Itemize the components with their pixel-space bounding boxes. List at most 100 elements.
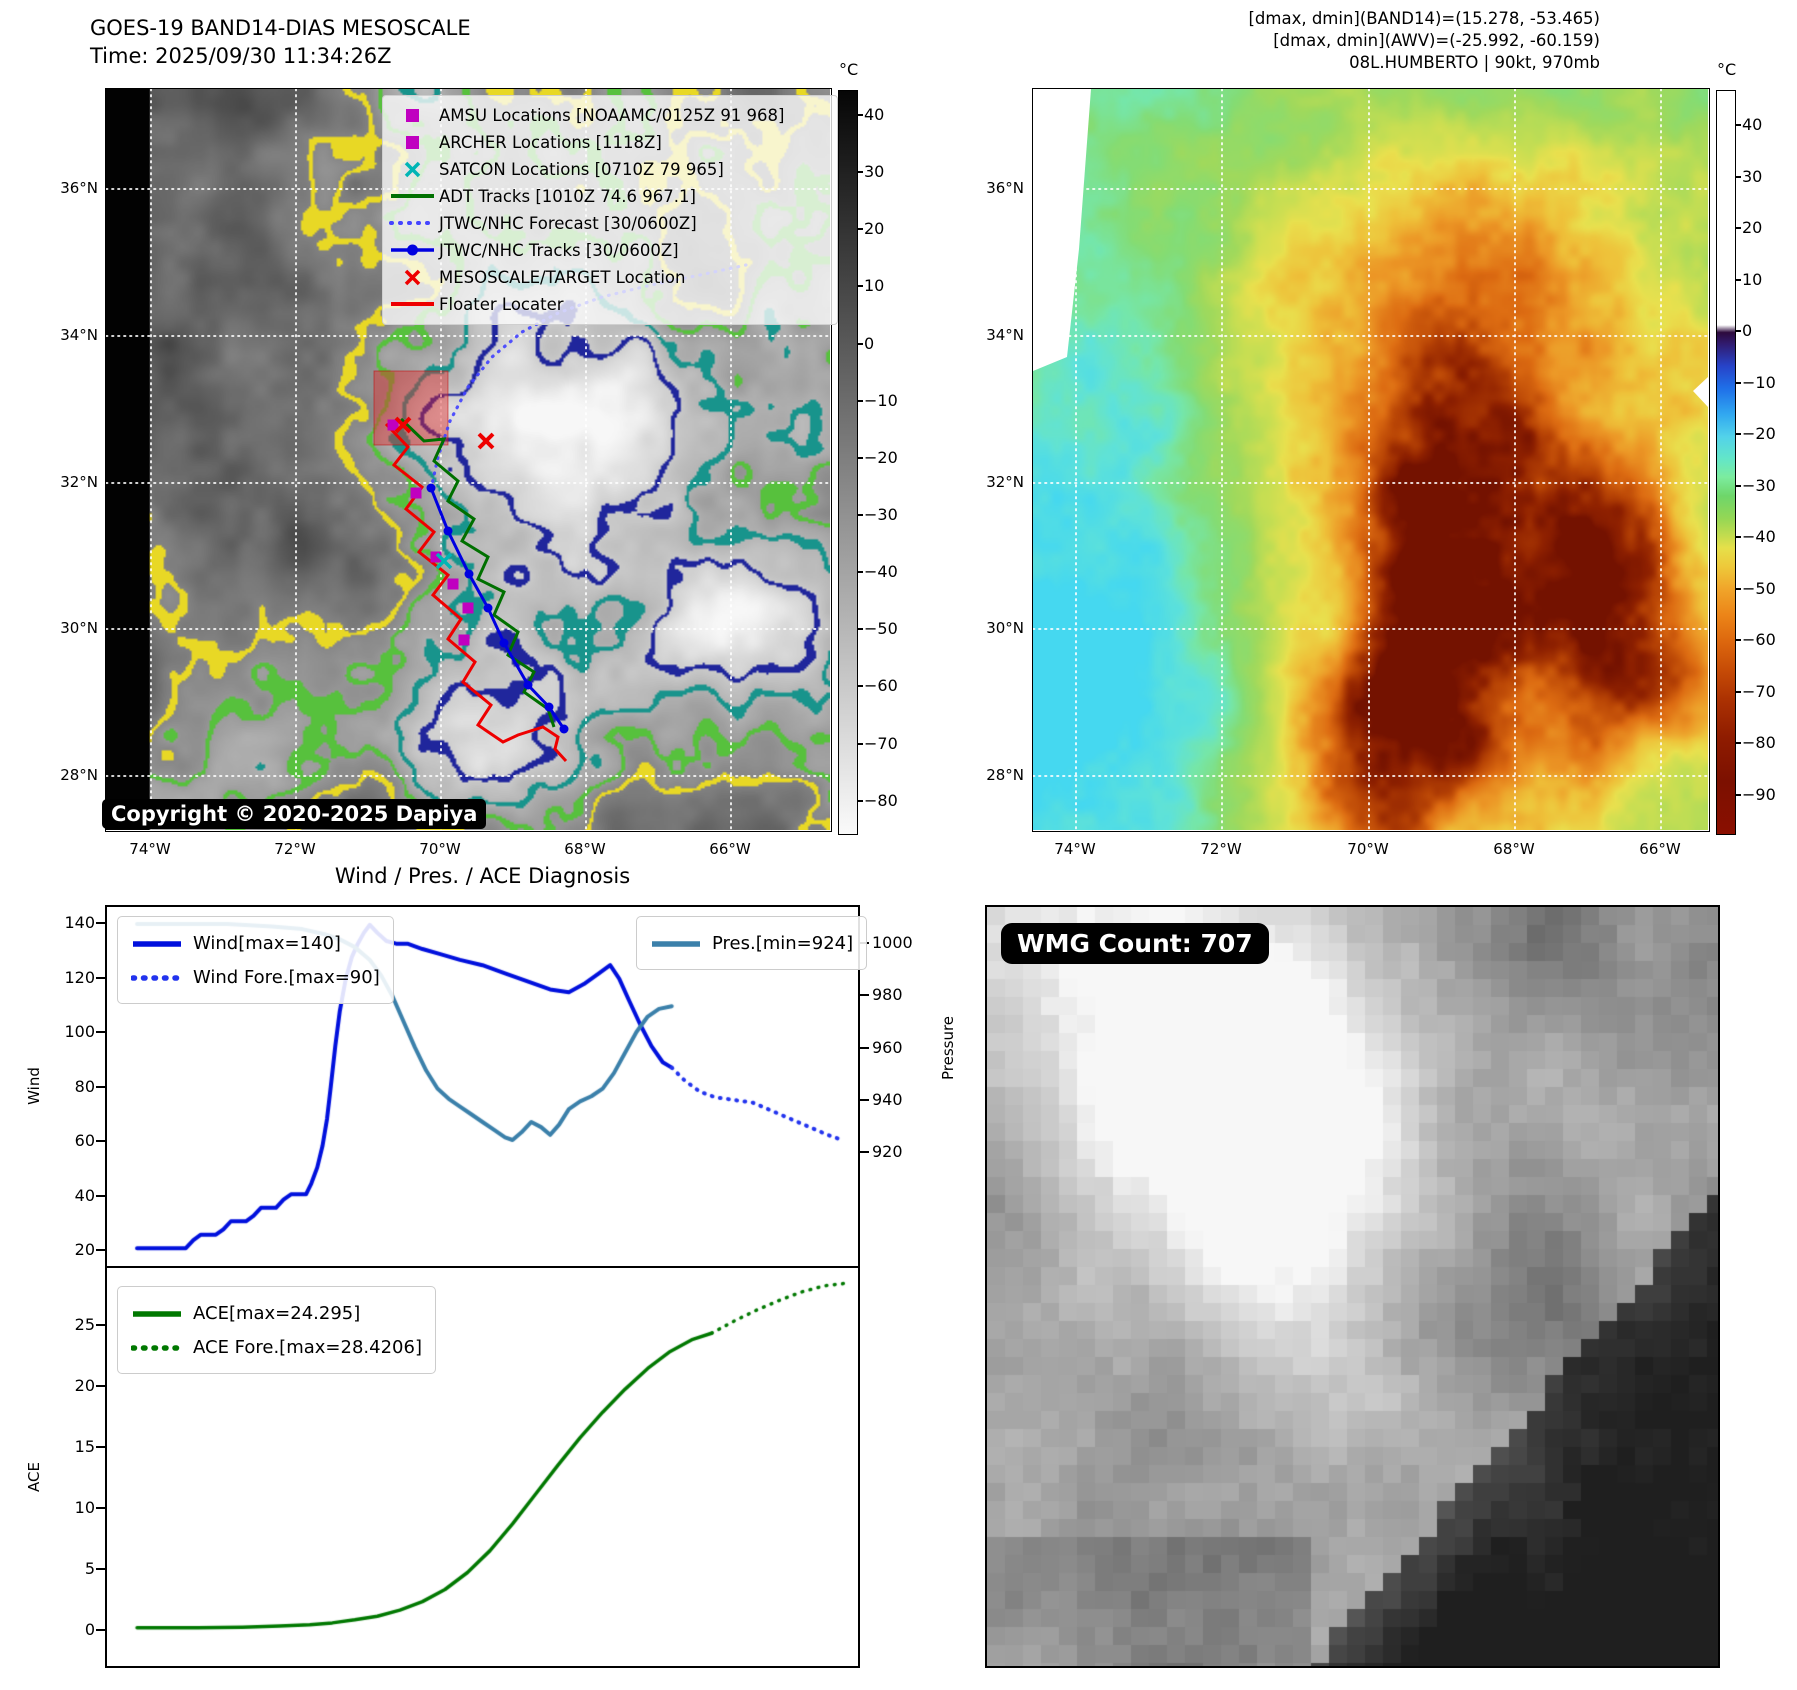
tick-mark xyxy=(860,1151,869,1154)
awv-lon-tick-label: 66°W xyxy=(1639,840,1681,858)
awv-lon-tick-label: 68°W xyxy=(1493,840,1535,858)
dotted-line-swatch-icon xyxy=(130,1338,184,1357)
awv-info-block: [dmax, dmin](BAND14)=(15.278, -53.465) [… xyxy=(980,8,1600,74)
band14-lat-tick-label: 28°N xyxy=(60,766,98,784)
awv-colorbar-tick-label: −20 xyxy=(1742,424,1776,443)
diagnosis-title: Wind / Pres. / ACE Diagnosis xyxy=(334,864,631,888)
awv-lat-tick-label: 36°N xyxy=(986,179,1024,197)
x-marker-icon xyxy=(385,160,439,179)
awv-colorbar-tick-label: −80 xyxy=(1742,733,1776,752)
awv-lon-tick-label: 74°W xyxy=(1054,840,1096,858)
wind-legend: Wind[max=140] Wind Fore.[max=90] xyxy=(117,916,394,1004)
map-legend-item: AMSU Locations [NOAAMC/0125Z 91 968] xyxy=(385,102,831,129)
tick-mark xyxy=(96,1140,105,1143)
band14-lat-tick-label: 32°N xyxy=(60,473,98,491)
tick-mark xyxy=(1736,484,1741,487)
band14-lon-tick-label: 72°W xyxy=(274,840,316,858)
awv-map-canvas xyxy=(1033,89,1708,830)
map-legend-item: MESOSCALE/TARGET Location xyxy=(385,264,831,291)
map-legend-label: SATCON Locations [0710Z 79 965] xyxy=(439,160,724,179)
awv-colorbar-tick-label: 10 xyxy=(1742,269,1763,289)
tick-mark xyxy=(858,342,863,345)
pressure-y-tick-label: 1000 xyxy=(872,933,913,952)
awv-lat-tick-label: 30°N xyxy=(986,619,1024,637)
line-marker-icon xyxy=(385,295,439,314)
pressure-y-tick-label: 940 xyxy=(872,1089,903,1109)
band14-lon-tick-label: 66°W xyxy=(709,840,751,858)
band14-colorbar-unit: °C xyxy=(839,60,859,79)
band14-colorbar-tick-label: 10 xyxy=(864,276,885,296)
wind-y-tick-label: 80 xyxy=(74,1076,95,1096)
tick-mark xyxy=(1736,742,1741,744)
band14-colorbar-tick-label: 0 xyxy=(864,333,875,353)
map-legend-item: Floater Locater xyxy=(385,291,831,318)
square-marker-icon xyxy=(385,133,439,152)
chart-legend-label: Pres.[min=924] xyxy=(712,932,854,954)
band14-colorbar-tick-label: −30 xyxy=(864,504,898,524)
awv-lat-tick-label: 28°N xyxy=(986,766,1024,784)
wmg-panel: WMG Count: 707 xyxy=(985,905,1720,1668)
tick-mark xyxy=(858,742,863,745)
ace-y-tick-label: 20 xyxy=(74,1376,95,1395)
band14-colorbar-tick-label: −50 xyxy=(864,619,898,639)
band14-map-legend: AMSU Locations [NOAAMC/0125Z 91 968] ARCH… xyxy=(382,95,838,325)
tick-mark xyxy=(858,571,863,574)
band14-colorbar xyxy=(838,90,858,835)
wind-y-tick-label: 140 xyxy=(64,913,95,932)
tick-mark xyxy=(858,114,863,116)
map-legend-label: JTWC/NHC Tracks [30/0600Z] xyxy=(439,241,679,260)
tick-mark xyxy=(1736,124,1741,126)
chart-legend-label: ACE[max=24.295] xyxy=(193,1302,361,1324)
band14-lon-tick-label: 70°W xyxy=(419,840,461,858)
awv-colorbar-tick-label: 30 xyxy=(1742,166,1763,186)
awv-colorbar-tick-label: −10 xyxy=(1742,372,1776,392)
tick-mark xyxy=(860,994,869,997)
ace-y-tick-label: 5 xyxy=(84,1559,95,1578)
awv-colorbar-tick-label: −30 xyxy=(1742,475,1776,495)
tick-mark xyxy=(96,1568,105,1571)
band14-lat-tick-label: 36°N xyxy=(60,179,98,197)
tick-mark xyxy=(96,1194,105,1197)
x-marker-icon xyxy=(385,268,439,287)
awv-lat-tick-label: 32°N xyxy=(986,473,1024,491)
awv-map-overlay xyxy=(1033,89,1708,830)
tick-mark xyxy=(858,285,863,288)
awv-colorbar xyxy=(1716,90,1736,835)
tick-mark xyxy=(858,513,863,516)
band14-colorbar-tick-label: 30 xyxy=(864,162,885,182)
band14-subtitle: Time: 2025/09/30 11:34:26Z xyxy=(90,44,392,68)
awv-colorbar-tick-label: −40 xyxy=(1742,527,1776,546)
ace-legend: ACE[max=24.295] ACE Fore.[max=28.4206] xyxy=(117,1286,436,1374)
awv-lat-tick-label: 34°N xyxy=(986,326,1024,344)
awv-map xyxy=(1032,88,1710,832)
map-legend-item: JTWC/NHC Forecast [30/0600Z] xyxy=(385,210,831,237)
tick-mark xyxy=(858,685,863,688)
awv-info-line-1: [dmax, dmin](BAND14)=(15.278, -53.465) xyxy=(1248,9,1600,28)
tick-mark xyxy=(1736,330,1741,332)
band14-title: GOES-19 BAND14-DIAS MESOSCALE xyxy=(90,16,471,40)
tick-mark xyxy=(1736,433,1741,435)
pressure-y-tick-label: 920 xyxy=(872,1142,903,1161)
tick-mark xyxy=(96,976,105,979)
tick-mark xyxy=(858,399,863,402)
tick-mark xyxy=(96,1085,105,1088)
band14-colorbar-tick-label: −60 xyxy=(864,676,898,696)
band14-colorbar-tick-label: −10 xyxy=(864,390,898,410)
pres-legend: Pres.[min=924] xyxy=(636,916,868,970)
map-legend-label: JTWC/NHC Forecast [30/0600Z] xyxy=(439,214,697,233)
awv-info-line-3: 08L.HUMBERTO | 90kt, 970mb xyxy=(1349,53,1600,72)
band14-colorbar-tick-label: 40 xyxy=(864,105,885,124)
ace-y-tick-label: 0 xyxy=(84,1620,95,1639)
solid-line-swatch-icon xyxy=(650,934,702,953)
map-legend-item: JTWC/NHC Tracks [30/0600Z] xyxy=(385,237,831,264)
tick-mark xyxy=(1736,587,1741,590)
tick-mark xyxy=(96,1629,105,1632)
solid-line-swatch-icon xyxy=(131,934,183,953)
band14-header: GOES-19 BAND14-DIAS MESOSCALE Time: 2025… xyxy=(90,14,471,70)
awv-lon-tick-label: 70°W xyxy=(1347,840,1389,858)
tick-mark xyxy=(1736,381,1741,384)
square-marker-icon xyxy=(385,106,439,125)
wind-y-tick-label: 100 xyxy=(64,1022,95,1041)
tick-mark xyxy=(1736,793,1741,796)
